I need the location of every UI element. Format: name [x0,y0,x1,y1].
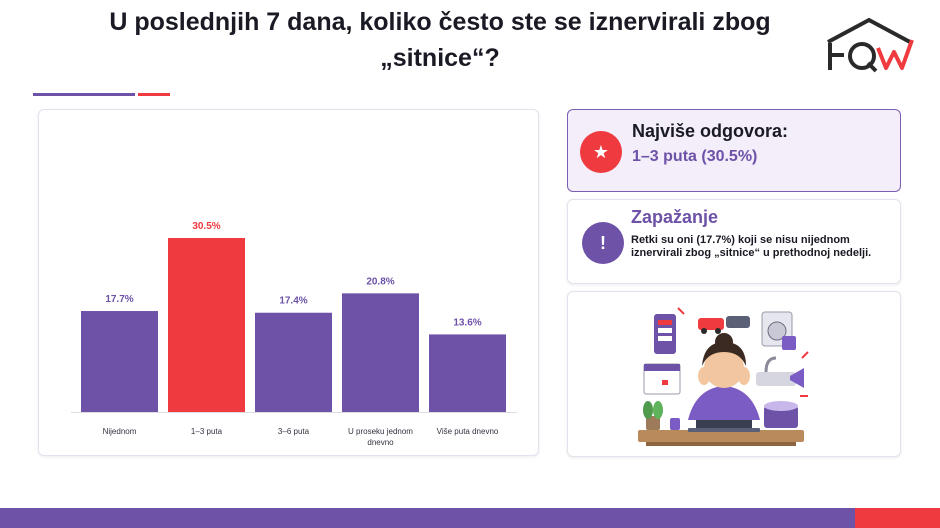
observation-heading: Zapažanje [631,207,719,227]
category-label-3-line-1: dnevno [367,438,394,447]
page-title-line-1: U poslednjih 7 dana, koliko često ste se… [109,8,771,36]
brand-logo [827,17,914,73]
bar-2 [255,312,332,412]
category-label-4: Više puta dnevno [437,427,499,436]
observation-text: Retki su oni (17.7%) koji se nisu nijedn… [631,234,872,259]
illustration-card [567,291,901,457]
bar-4 [429,334,506,412]
title-underline-purple [33,93,135,96]
chart-card: 17.7% Nijednom 30.5% 1–3 puta 17.4% 3–6 puta 2… [38,109,539,456]
data-label-2: 17.4% [279,296,307,307]
page-title-line-2: „sitnice“? [380,44,500,72]
footer-bar-red [855,508,940,528]
bar-1 [168,238,245,412]
observation-card: ! Zapažanje Retki su oni (17.7%) koji se… [567,199,901,284]
category-label-2: 3–6 puta [278,427,310,436]
top-answer-heading: Najviše odgovora: [632,121,789,141]
data-label-4: 13.6% [453,317,481,328]
title-underline-red [138,93,170,96]
category-label-0: Nijednom [103,427,137,436]
data-label-1: 30.5% [192,221,220,232]
category-label-3-line-0: U proseku jednom [348,427,413,436]
bar-0 [81,311,158,412]
bar-chart: 17.7% Nijednom 30.5% 1–3 puta 17.4% 3–6 puta 2… [71,221,517,447]
star-icon: ★ [580,131,622,173]
top-answer-card: ★ Najviše odgovora: 1–3 puta (30.5%) [567,109,901,192]
footer-bar-purple [0,508,855,528]
data-label-0: 17.7% [105,294,133,305]
exclamation-icon: ! [582,222,624,264]
category-label-1: 1–3 puta [191,427,223,436]
page-title: U poslednjih 7 dana, koliko često ste se… [40,4,840,76]
bar-3 [342,293,419,412]
data-label-3: 20.8% [366,276,394,287]
stressed-woman-illustration [638,307,809,446]
top-answer-value: 1–3 puta (30.5%) [632,148,758,165]
